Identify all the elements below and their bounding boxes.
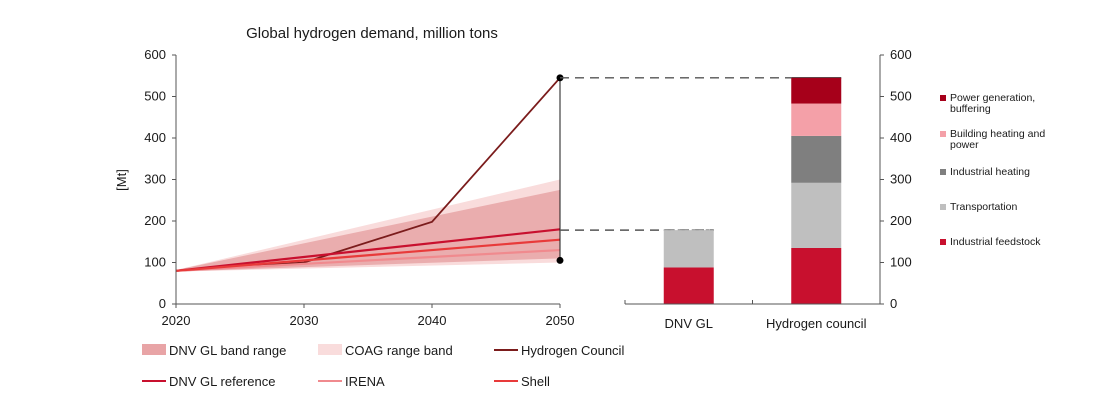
legend-label: COAG range band (345, 343, 453, 358)
legend-label: DNV GL reference (169, 374, 275, 389)
line-legend: DNV GL band range COAG range band Hydrogen… (142, 343, 624, 389)
y-tick-label: 300 (144, 172, 166, 187)
x-tick-label: 2050 (546, 313, 575, 328)
legend-label: Power generation, (950, 92, 1035, 104)
bar-y-tick-label: 600 (890, 47, 912, 62)
bar-category-label: Hydrogen council (766, 316, 867, 331)
legend-label: Industrial feedstock (950, 236, 1041, 248)
band-dnv-gl-band-range (176, 189, 560, 272)
series-line-dnv-gl-reference (175, 228, 561, 272)
bar-segment-industrial-feedstock (791, 247, 842, 304)
legend-label: Transportation (950, 201, 1017, 213)
y-tick-label: 0 (159, 296, 166, 311)
bar-y-tick-label: 500 (890, 89, 912, 104)
bar-segment-transportation (663, 230, 714, 268)
bar-segment-industrial-heating (791, 135, 842, 183)
y-tick-label: 100 (144, 255, 166, 270)
legend-swatch-coag-range-band (318, 344, 342, 355)
legend-label: Shell (521, 374, 550, 389)
chart-title: Global hydrogen demand, million tons (246, 25, 498, 42)
line-chart: Global hydrogen demand, million tons [Mt… (114, 25, 574, 328)
legend-label: Hydrogen Council (521, 343, 624, 358)
legend-swatch-power-generation-buffering (940, 95, 946, 101)
line-plot-area (175, 74, 564, 272)
legend-label: Industrial heating (950, 166, 1030, 178)
marker-point-1 (556, 256, 564, 264)
bar-y-tick-label: 400 (890, 130, 912, 145)
legend-label: Building heating and (950, 128, 1045, 140)
y-tick-label: 600 (144, 47, 166, 62)
x-tick-label: 2040 (418, 313, 447, 328)
bar-segment-transportation (791, 182, 842, 248)
legend-label: DNV GL band range (169, 343, 286, 358)
bar-chart-axes: 0 100 200 300 400 500 600 DNV GL Hydrogen counci… (624, 47, 912, 331)
x-tick-label: 2020 (162, 313, 191, 328)
bar-segment-industrial-feedstock (663, 267, 714, 304)
bar-plot-area (663, 77, 842, 304)
bar-y-tick-label: 200 (890, 213, 912, 228)
bar-legend: Power generation,buffering Building heati… (940, 92, 1045, 248)
y-tick-label: 500 (144, 89, 166, 104)
legend-swatch-dnv-gl-band-range (142, 344, 166, 355)
x-tick-label: 2030 (290, 313, 319, 328)
legend-label: IRENA (345, 374, 385, 389)
legend-label: power (950, 139, 979, 151)
legend-swatch-building-heating-and-power (940, 131, 946, 137)
legend-swatch-industrial-heating (940, 169, 946, 175)
bar-segment-building-heating-and-power (791, 103, 842, 136)
series-line-shell (175, 238, 561, 272)
bar-y-tick-label: 100 (890, 255, 912, 270)
y-tick-label: 400 (144, 130, 166, 145)
bar-category-label: DNV GL (665, 316, 713, 331)
legend-swatch-industrial-feedstock (940, 239, 946, 245)
y-tick-label: 200 (144, 213, 166, 228)
line-chart-axes: 0 100 200 300 400 500 600 2020 2030 2040 2050 (144, 47, 574, 328)
bar-segment-power-generation-buffering (791, 77, 842, 104)
legend-swatch-transportation (940, 204, 946, 210)
series-line-irena (175, 248, 561, 272)
legend-label: buffering (950, 103, 991, 115)
bar-y-tick-label: 0 (890, 296, 897, 311)
y-axis-label: [Mt] (114, 169, 129, 191)
bar-y-tick-label: 300 (890, 172, 912, 187)
stacked-bar-chart: 0 100 200 300 400 500 600 DNV GL Hydrogen counci… (624, 47, 1045, 331)
